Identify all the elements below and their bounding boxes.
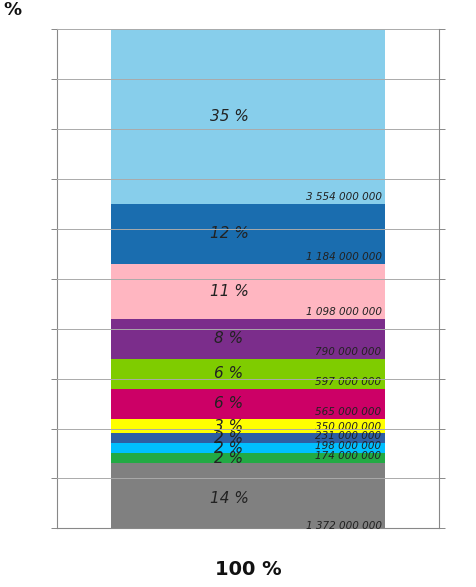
Bar — [110, 464, 385, 533]
Text: 2 %: 2 % — [214, 451, 243, 466]
Text: 198 000 000: 198 000 000 — [315, 441, 381, 451]
Text: 35 %: 35 % — [209, 109, 248, 124]
Text: 231 000 000: 231 000 000 — [315, 431, 381, 441]
Bar — [110, 419, 385, 433]
Text: 2 %: 2 % — [214, 441, 243, 456]
Bar — [110, 359, 385, 389]
Text: 100 %: 100 % — [214, 560, 281, 579]
Bar — [110, 319, 385, 359]
Text: 565 000 000: 565 000 000 — [315, 407, 381, 417]
Text: 6 %: 6 % — [214, 396, 243, 411]
Text: 3 %: 3 % — [214, 419, 243, 434]
Text: 1 184 000 000: 1 184 000 000 — [305, 252, 381, 262]
Bar — [110, 264, 385, 319]
Bar — [110, 433, 385, 444]
Text: 597 000 000: 597 000 000 — [315, 377, 381, 387]
Text: 11 %: 11 % — [209, 284, 248, 299]
Text: 350 000 000: 350 000 000 — [315, 421, 381, 431]
Bar — [110, 444, 385, 453]
Text: 1 372 000 000: 1 372 000 000 — [305, 521, 381, 531]
Text: 2 %: 2 % — [214, 431, 243, 446]
Bar — [110, 29, 385, 204]
Text: 1 098 000 000: 1 098 000 000 — [305, 307, 381, 317]
Bar — [110, 389, 385, 419]
Bar — [110, 453, 385, 464]
Text: 790 000 000: 790 000 000 — [315, 347, 381, 357]
Text: 174 000 000: 174 000 000 — [315, 451, 381, 461]
Text: 6 %: 6 % — [214, 366, 243, 381]
Text: 3 554 000 000: 3 554 000 000 — [305, 192, 381, 202]
Text: 14 %: 14 % — [209, 491, 248, 506]
Text: 12 %: 12 % — [209, 227, 248, 241]
Text: 8 %: 8 % — [214, 331, 243, 346]
Bar — [110, 204, 385, 264]
Text: %: % — [4, 1, 22, 19]
